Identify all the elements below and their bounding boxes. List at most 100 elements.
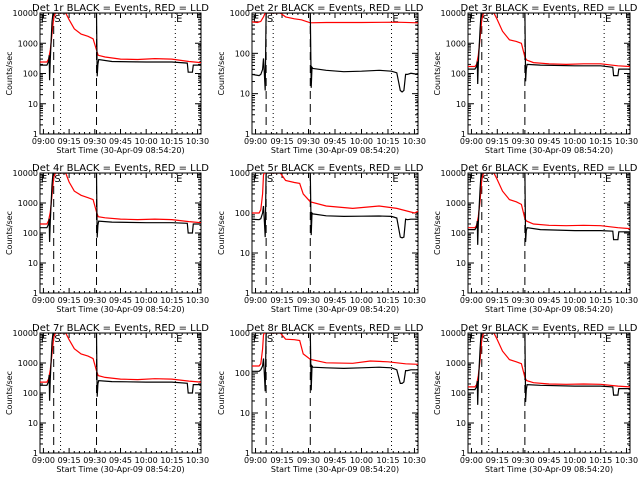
x-tick-label: 09:15 [270, 456, 293, 465]
event-marker-label: E [176, 334, 182, 345]
x-tick-label: 09:15 [270, 296, 293, 305]
x-tick-label: 09:00 [32, 296, 55, 305]
series-line-lld [252, 173, 418, 214]
y-tick-label: 10 [28, 100, 38, 109]
chart-panel-8: Det 8r BLACK = Events, RED = LLD 1 10 100 10… [217, 323, 426, 474]
x-tick-label: 09:30 [297, 137, 320, 146]
x-tick-label: 10:00 [350, 456, 373, 465]
x-tick-label: 09:45 [323, 456, 346, 465]
chart-panel-9: Det 9r BLACK = Events, RED = LLD 1 10 100 10… [433, 323, 638, 474]
x-tick-label: 10:00 [135, 456, 158, 465]
y-tick-label: 1 [461, 289, 466, 298]
y-tick-label: 1000 [446, 39, 466, 48]
x-tick-label: 10:15 [589, 456, 612, 465]
event-marker-label: E [469, 14, 475, 25]
y-tick-label: 1 [33, 130, 38, 139]
y-tick-label: 1 [245, 130, 250, 139]
x-tick-label: 09:30 [512, 296, 535, 305]
event-marker-label: E [253, 174, 259, 185]
event-marker-label: S [54, 174, 60, 185]
chart-title: Det 7r BLACK = Events, RED = LLD [32, 323, 209, 334]
y-axis-label: Counts/sec [217, 371, 226, 415]
event-marker-label: E [605, 174, 611, 185]
chart-title: Det 3r BLACK = Events, RED = LLD [461, 3, 638, 14]
x-tick-label: 09:15 [486, 456, 509, 465]
y-tick-label: 100 [451, 389, 466, 398]
series-line-events [252, 333, 418, 392]
x-tick-label: 10:30 [186, 456, 209, 465]
y-tick-label: 1000 [230, 169, 250, 178]
y-tick-label: 10000 [441, 169, 466, 178]
event-marker-label: E [392, 14, 398, 25]
y-tick-label: 1000 [446, 359, 466, 368]
event-marker-label: S [267, 14, 273, 25]
x-tick-label: 10:30 [403, 137, 426, 146]
plot-frame [39, 332, 202, 454]
x-tick-label: 10:30 [186, 137, 209, 146]
x-tick-label: 09:45 [109, 296, 132, 305]
x-tick-label: 09:00 [460, 296, 483, 305]
x-tick-label: 09:00 [32, 456, 55, 465]
series-line-events [252, 173, 418, 239]
event-marker-label: S [482, 14, 488, 25]
y-tick-label: 100 [235, 49, 250, 58]
x-tick-label: 09:15 [58, 296, 81, 305]
x-tick-label: 10:15 [376, 296, 399, 305]
x-tick-label: 09:30 [512, 456, 535, 465]
x-axis-label: Start Time (30-Apr-09 08:54:20) [56, 146, 184, 155]
y-tick-label: 100 [23, 229, 38, 238]
event-marker-label: E [392, 334, 398, 345]
chart-title: Det 9r BLACK = Events, RED = LLD [461, 323, 638, 334]
x-axis-label: Start Time (30-Apr-09 08:54:20) [485, 305, 613, 314]
event-marker-label: S [54, 334, 60, 345]
x-tick-label: 09:30 [512, 137, 535, 146]
x-tick-label: 09:00 [244, 456, 267, 465]
y-tick-label: 10 [456, 259, 466, 268]
y-axis-label: Counts/sec [5, 211, 14, 255]
y-axis-label: Counts/sec [217, 211, 226, 255]
x-tick-label: 09:00 [244, 137, 267, 146]
plot-frame [39, 12, 202, 135]
y-tick-label: 100 [235, 209, 250, 218]
event-marker-label: E [469, 174, 475, 185]
x-tick-label: 10:00 [563, 296, 586, 305]
x-tick-label: 10:00 [350, 296, 373, 305]
x-tick-label: 09:45 [537, 456, 560, 465]
y-tick-label: 1 [33, 449, 38, 458]
event-marker-label: E [41, 14, 47, 25]
series-line-events [468, 333, 630, 405]
event-marker-label: S [482, 174, 488, 185]
x-axis-label: Start Time (30-Apr-09 08:54:20) [485, 465, 613, 474]
event-marker-label: E [176, 14, 182, 25]
x-tick-label: 09:30 [83, 456, 106, 465]
y-axis-label: Counts/sec [5, 371, 14, 415]
y-tick-label: 10000 [441, 329, 466, 338]
y-tick-label: 1 [33, 289, 38, 298]
x-tick-label: 10:00 [350, 137, 373, 146]
y-tick-label: 10 [28, 259, 38, 268]
event-marker-label: E [605, 14, 611, 25]
event-marker-label: S [54, 14, 60, 25]
x-tick-label: 09:00 [460, 137, 483, 146]
event-marker-label: E [41, 334, 47, 345]
y-tick-label: 100 [23, 70, 38, 79]
x-tick-label: 10:15 [376, 137, 399, 146]
x-tick-label: 09:45 [109, 137, 132, 146]
y-tick-label: 1 [461, 449, 466, 458]
chart-title: Det 6r BLACK = Events, RED = LLD [461, 163, 638, 174]
x-tick-label: 09:15 [58, 456, 81, 465]
plot-frame [251, 172, 419, 294]
y-tick-label: 10 [456, 100, 466, 109]
series-line-events [252, 13, 418, 93]
series-line-events [40, 333, 201, 401]
event-marker-label: E [253, 334, 259, 345]
chart-title: Det 5r BLACK = Events, RED = LLD [247, 163, 424, 174]
plot-frame [467, 332, 631, 454]
y-tick-label: 10000 [13, 329, 38, 338]
event-marker-label: E [392, 174, 398, 185]
y-tick-label: 10 [456, 419, 466, 428]
chart-panel-1: Det 1r BLACK = Events, RED = LLD 1 10 100 10… [5, 3, 209, 155]
series-line-events [468, 173, 630, 245]
x-tick-label: 09:45 [537, 296, 560, 305]
x-tick-label: 10:00 [563, 456, 586, 465]
